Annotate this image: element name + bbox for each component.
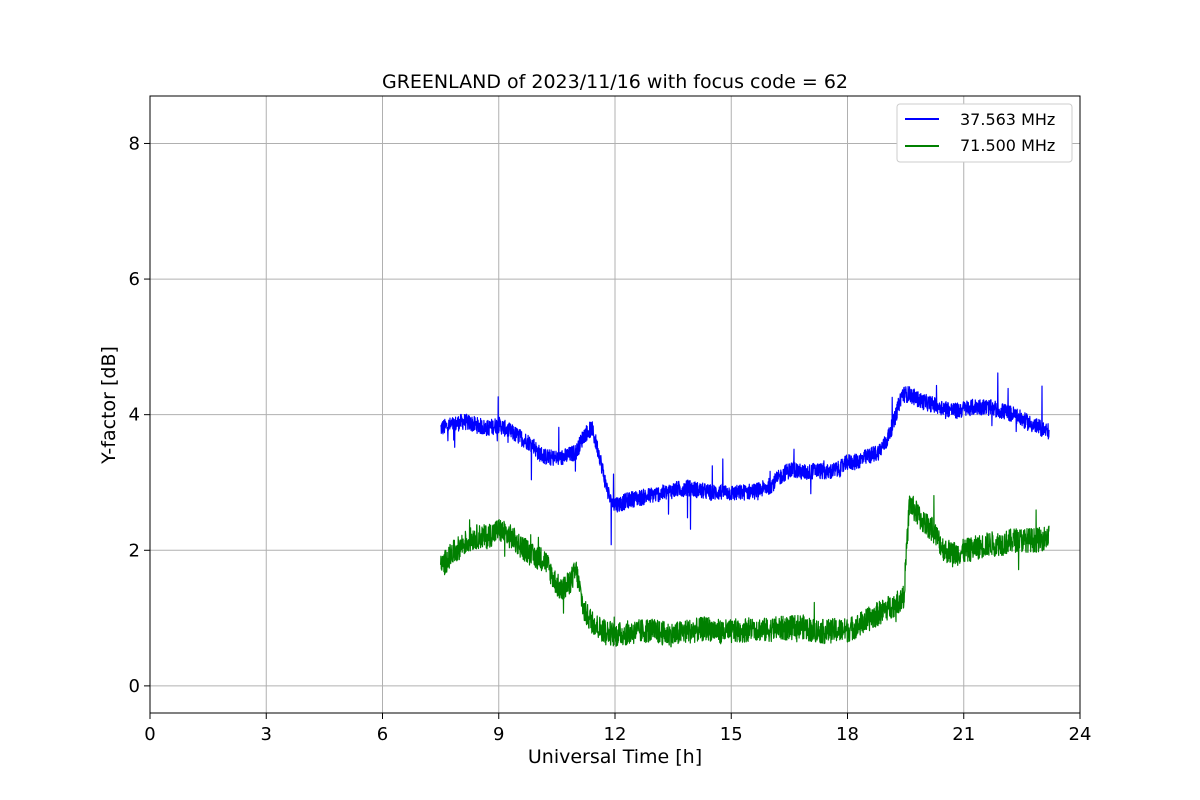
x-tick-label: 3 (261, 724, 272, 745)
x-tick-label: 6 (377, 724, 388, 745)
x-tick-label: 12 (604, 724, 627, 745)
x-tick-label: 24 (1069, 724, 1092, 745)
legend-label-37-563: 37.563 MHz (960, 110, 1055, 129)
x-tick-label: 21 (952, 724, 975, 745)
series-trace (440, 372, 1050, 546)
series-layer (440, 372, 1050, 648)
y-axis-label: Y-factor [dB] (98, 346, 120, 465)
y-tick-label: 2 (129, 540, 140, 561)
legend: 37.563 MHz 71.500 MHz (896, 103, 1073, 163)
y-tick-label: 4 (129, 405, 140, 426)
chart-title: GREENLAND of 2023/11/16 with focus code … (382, 71, 848, 93)
y-tick-label: 0 (129, 676, 140, 697)
x-tick-label: 9 (493, 724, 504, 745)
y-tick-label: 6 (129, 269, 140, 290)
x-axis-label: Universal Time [h] (528, 746, 702, 768)
legend-label-71-500: 71.500 MHz (960, 136, 1055, 155)
x-tick-label: 0 (144, 724, 155, 745)
x-tick-label: 18 (836, 724, 859, 745)
y-tick-label: 8 (129, 133, 140, 154)
series-trace (440, 495, 1050, 648)
series-blue (440, 372, 1050, 546)
legend-box (896, 103, 1073, 163)
x-tick-label: 15 (720, 724, 743, 745)
series-green (440, 495, 1050, 648)
